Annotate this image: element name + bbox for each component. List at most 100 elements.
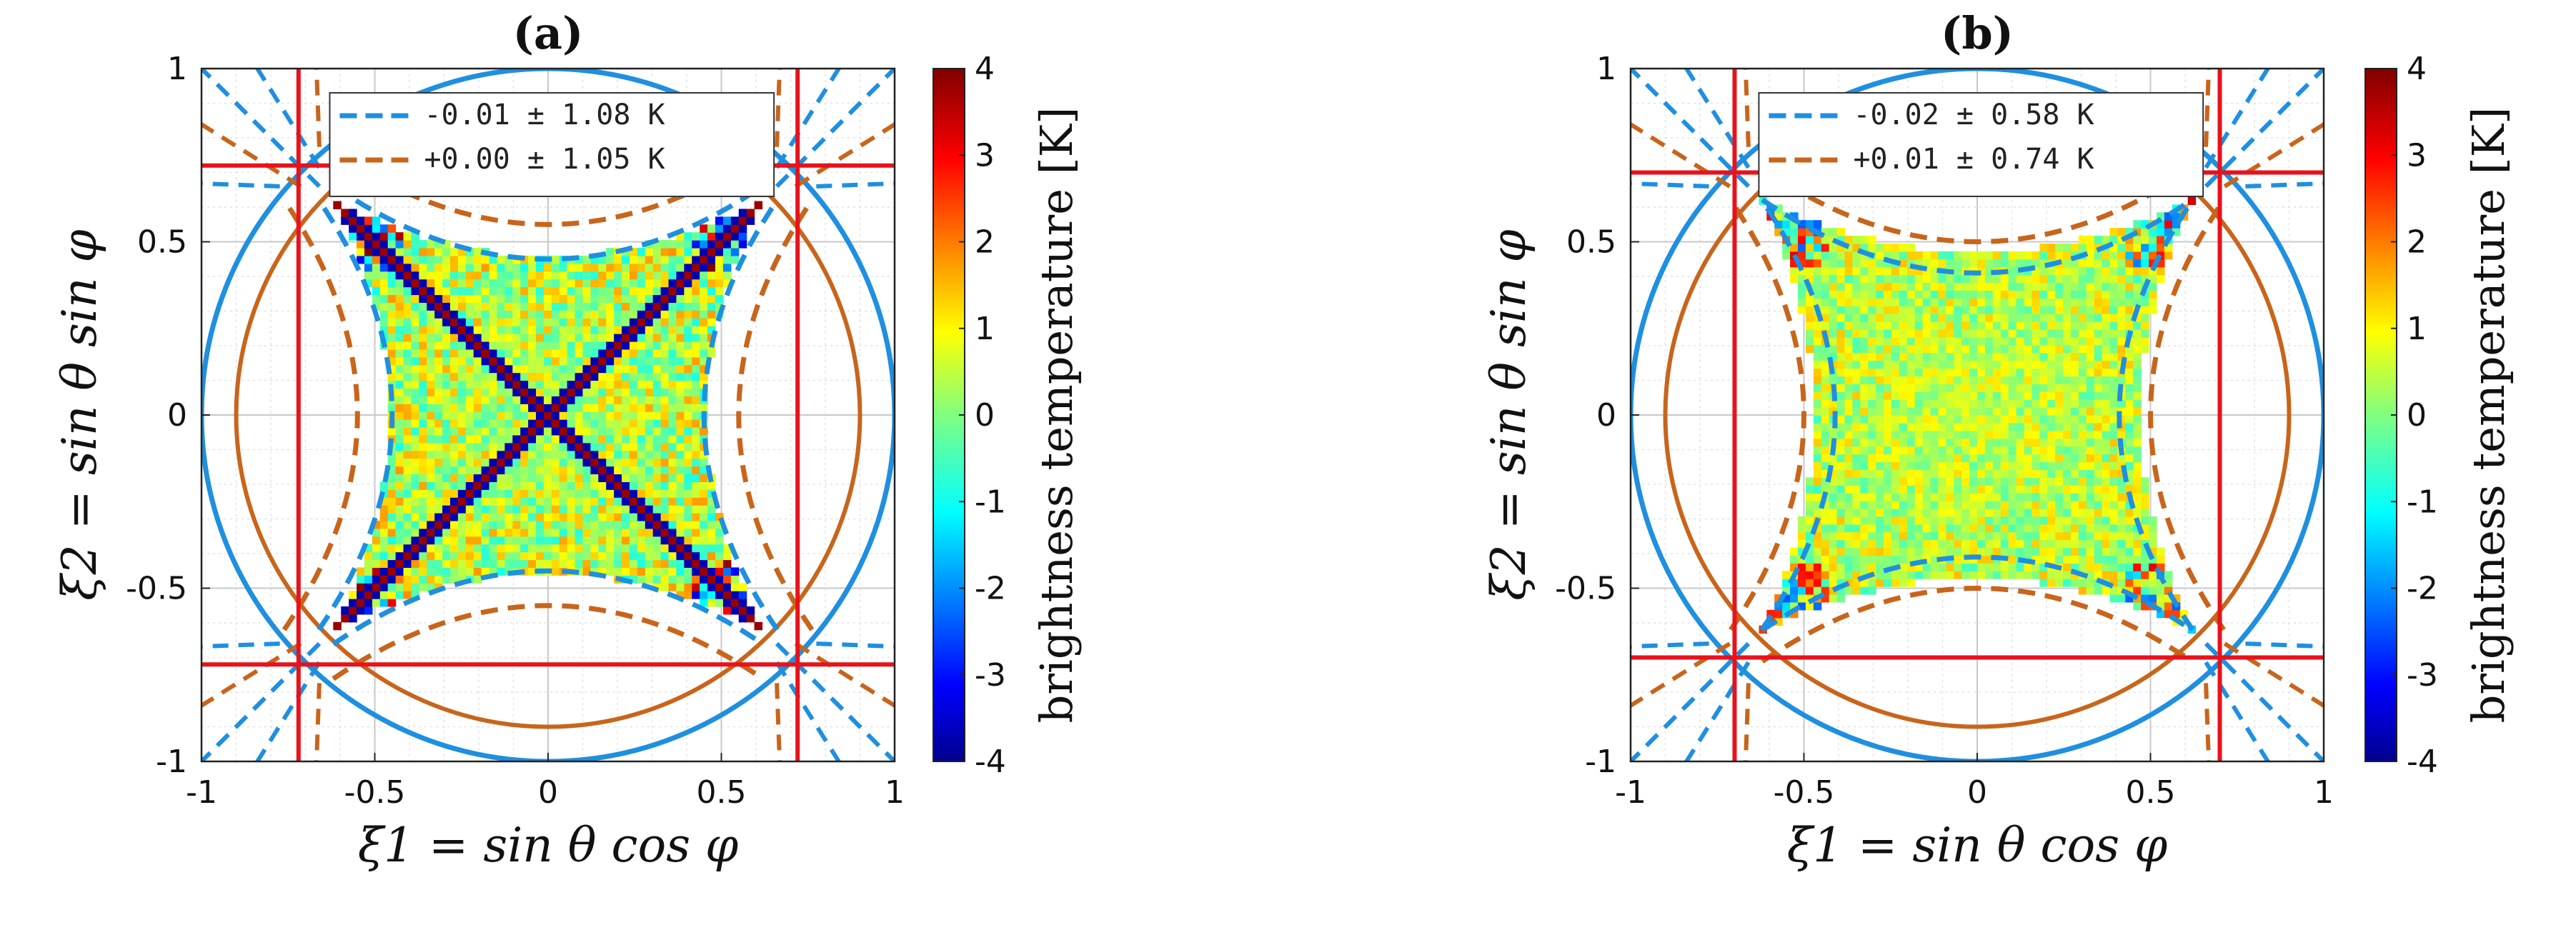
heat-cell — [449, 434, 459, 444]
heat-cell — [590, 294, 599, 303]
heat-cell — [575, 364, 584, 374]
heat-cell — [1969, 407, 1978, 416]
heat-cell — [520, 466, 529, 475]
heat-cell — [427, 411, 435, 420]
heat-cell — [411, 426, 419, 436]
heat-cell — [379, 302, 389, 311]
heat-cell — [1782, 220, 1791, 229]
heat-cell — [419, 419, 427, 428]
heat-cell — [387, 255, 397, 264]
heat-cell — [582, 302, 592, 311]
heat-cell — [1961, 321, 1970, 330]
heat-cell — [403, 294, 412, 303]
heat-cell — [543, 434, 552, 444]
heat-cell — [379, 575, 389, 584]
heat-cell — [419, 380, 427, 389]
heat-cell — [2039, 391, 2048, 400]
heat-cell — [536, 372, 544, 381]
heat-cell — [411, 271, 419, 280]
heat-cell — [1891, 251, 1900, 260]
heat-cell — [2133, 376, 2142, 384]
heat-cell — [543, 474, 552, 482]
heat-cell — [481, 318, 490, 326]
heat-cell — [434, 372, 443, 381]
heat-cell — [1844, 352, 1853, 361]
heat-cell — [543, 380, 552, 389]
heat-cell — [2008, 454, 2017, 463]
heat-cell — [387, 528, 397, 537]
heat-cell — [1906, 446, 1916, 455]
heat-cell — [497, 271, 505, 280]
heat-cell — [2125, 555, 2134, 564]
heat-cell — [403, 528, 412, 537]
heat-cell — [497, 442, 505, 451]
blue-dashed-boundary — [317, 199, 395, 631]
heat-cell — [700, 356, 708, 366]
heat-cell — [411, 567, 419, 576]
heat-cell — [2000, 274, 2009, 284]
heat-cell — [582, 450, 592, 459]
heat-cell — [652, 442, 662, 451]
heat-cell — [614, 434, 622, 444]
heat-cell — [1922, 571, 1931, 579]
heat-cell — [2039, 430, 2048, 439]
heat-cell — [2156, 274, 2165, 284]
heat-cell — [676, 255, 685, 264]
heat-cell — [2102, 336, 2111, 346]
heat-cell — [520, 302, 529, 311]
heat-cell — [403, 372, 412, 381]
heat-cell — [1922, 314, 1931, 322]
heat-cell — [676, 583, 685, 591]
heat-cell — [1774, 617, 1783, 626]
heat-cell — [411, 544, 419, 553]
heat-cell — [1813, 430, 1822, 439]
heat-cell — [1899, 461, 1908, 470]
heat-cell — [738, 209, 747, 217]
heat-cell — [606, 286, 615, 296]
heat-cell — [1860, 477, 1869, 486]
heat-cell — [582, 396, 592, 404]
heat-cell — [2000, 407, 2009, 416]
heat-cell — [730, 591, 740, 599]
heat-cell — [2179, 617, 2189, 626]
heat-cell — [473, 294, 482, 303]
heat-cell — [481, 372, 490, 381]
heat-cell — [1969, 493, 1978, 501]
heat-cell — [1876, 485, 1884, 494]
heat-cell — [473, 419, 482, 428]
heat-cell — [1899, 306, 1908, 314]
heat-cell — [1782, 579, 1791, 587]
heat-cell — [575, 356, 584, 366]
heat-cell — [2141, 555, 2149, 564]
heat-cell — [2047, 555, 2056, 564]
heat-cell — [1899, 477, 1908, 486]
heat-cell — [1961, 251, 1970, 260]
heat-cell — [1805, 563, 1814, 571]
heat-cell — [1977, 368, 1986, 377]
heat-cell — [1829, 524, 1838, 533]
heat-cell — [481, 302, 490, 311]
heat-cell — [2000, 493, 2009, 501]
heat-cell — [2039, 384, 2048, 392]
heat-cell — [1969, 571, 1978, 579]
heat-cell — [504, 466, 513, 475]
heat-cell — [2055, 407, 2064, 416]
heat-cell — [489, 520, 498, 529]
heat-cell — [457, 497, 467, 506]
heat-cell — [1961, 352, 1970, 361]
heat-cell — [2109, 274, 2119, 284]
heat-cell — [2102, 399, 2111, 408]
heat-cell — [1930, 352, 1939, 361]
heat-cell — [1813, 555, 1822, 564]
heat-cell — [652, 247, 662, 256]
heat-cell — [2133, 384, 2142, 392]
heat-cell — [1899, 290, 1908, 299]
heat-cell — [465, 520, 474, 529]
heat-cell — [473, 575, 482, 584]
heat-cell — [536, 466, 544, 475]
heat-cell — [372, 544, 381, 553]
heat-cell — [536, 559, 544, 568]
heat-cell — [2086, 282, 2095, 291]
heat-cell — [622, 474, 630, 482]
heat-cell — [629, 458, 638, 467]
